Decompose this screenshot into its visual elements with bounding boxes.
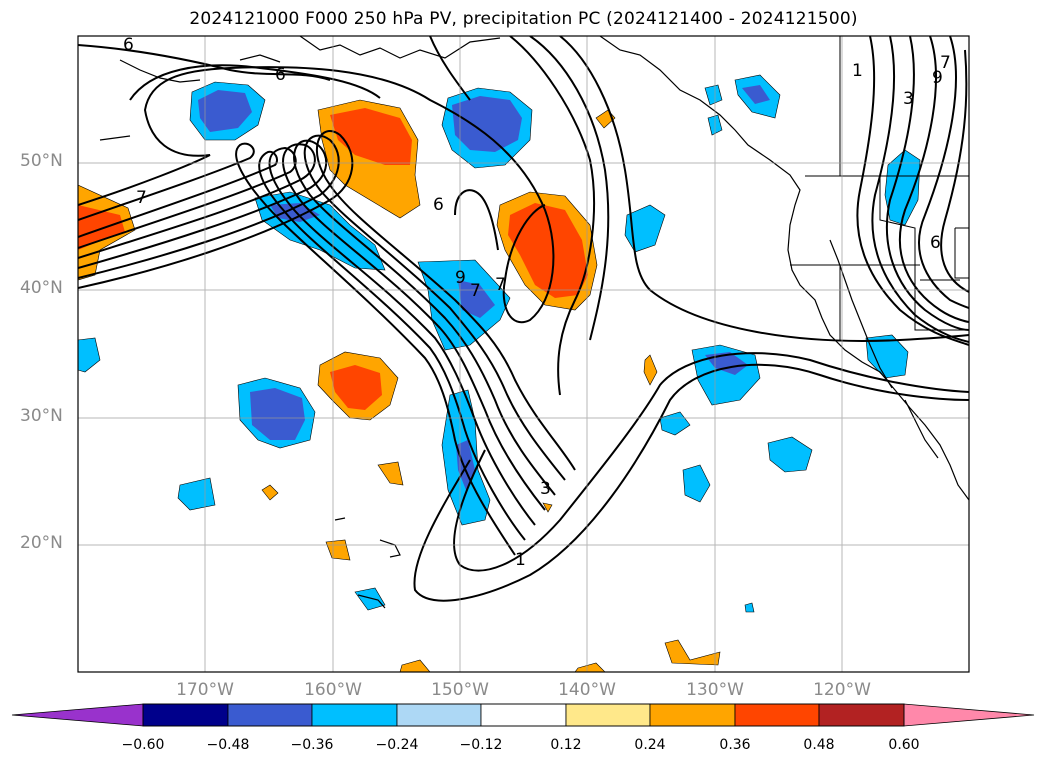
lat-label: 50°N (20, 151, 63, 171)
lon-label: 170°W (176, 680, 234, 700)
contour-label: 7 (136, 188, 147, 208)
contour-label: 6 (930, 233, 941, 253)
colorbar-tick-label: −0.12 (459, 737, 503, 753)
colorbar-tick-label: 0.36 (719, 737, 751, 753)
coastlines (99, 36, 969, 609)
colorbar-tick-label: −0.36 (290, 737, 334, 753)
colorbar-swatch (734, 703, 820, 727)
graticule (78, 36, 969, 672)
colorbar-tick-label: −0.48 (206, 737, 250, 753)
plot-title: 2024121000 F000 250 hPa PV, precipitatio… (189, 9, 858, 29)
colorbar-tick-label: 0.24 (634, 737, 666, 753)
contour-label: 6 (275, 65, 286, 85)
colorbar-swatch (818, 703, 905, 727)
political-borders (790, 36, 969, 340)
colorbar-swatch (480, 703, 567, 727)
contour-label: 6 (433, 195, 444, 215)
lon-label: 130°W (686, 680, 744, 700)
lon-label: 140°W (558, 680, 616, 700)
contour-label: 1 (515, 550, 526, 570)
pv-contours (78, 36, 969, 602)
contour-label: 7 (940, 53, 951, 73)
contour-label: 3 (903, 89, 914, 109)
colorbar-swatch (649, 703, 736, 727)
lat-label: 30°N (20, 406, 63, 426)
contour-label: 1 (852, 61, 863, 81)
contour-label: 3 (540, 479, 551, 499)
contour-label: 9 (455, 268, 466, 288)
precip-shading (78, 74, 921, 672)
contour-label: 9 (932, 68, 943, 88)
colorbar-extend-max (903, 703, 1035, 727)
colorbar-extend-min (11, 703, 144, 727)
colorbar (11, 703, 1035, 727)
colorbar-tick-label: 0.12 (550, 737, 582, 753)
colorbar-swatch (311, 703, 398, 727)
colorbar-tick-label: −0.60 (121, 737, 165, 753)
contour-label: 7 (470, 281, 481, 301)
lon-label: 160°W (304, 680, 362, 700)
lon-label: 120°W (813, 680, 871, 700)
contour-label: 6 (123, 35, 134, 55)
colorbar-tick-label: 0.60 (888, 737, 920, 753)
lat-label: 20°N (20, 533, 63, 553)
colorbar-swatch (565, 703, 651, 727)
colorbar-tick-label: −0.24 (375, 737, 419, 753)
colorbar-swatch (396, 703, 482, 727)
colorbar-swatch (227, 703, 313, 727)
pv-contour-labels: 6 6 7 6 9 7 7 3 1 1 3 6 9 7 (123, 35, 951, 570)
map-frame (77, 35, 970, 673)
colorbar-swatch (142, 703, 229, 727)
colorbar-tick-label: 0.48 (803, 737, 835, 753)
lon-label: 150°W (431, 680, 489, 700)
contour-label: 7 (495, 275, 506, 295)
lat-label: 40°N (20, 278, 63, 298)
